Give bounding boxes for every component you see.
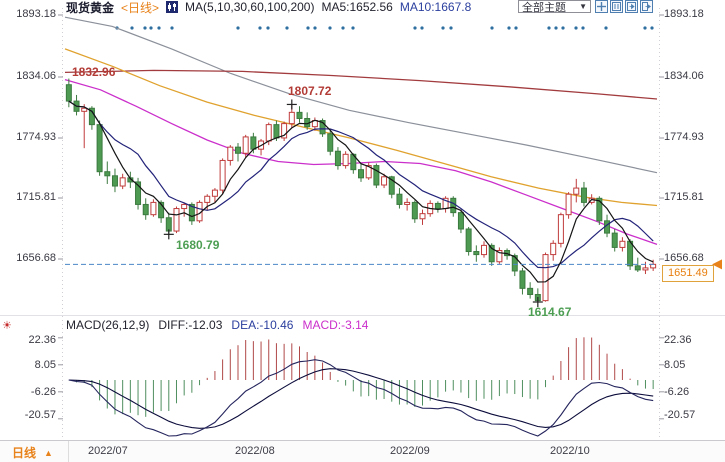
macd-bar-value: MACD:-3.14 — [302, 318, 369, 332]
price-axis-label: 1893.18 — [664, 8, 704, 20]
bottom-bar: 日线 ▲ 2022/07 2022/08 2022/09 2022/10 — [0, 440, 725, 462]
macd-axis-label: -6.26 — [30, 386, 56, 398]
period-tab-daily[interactable]: 日线 ▲ — [12, 444, 53, 461]
period-tab-label: 日线 — [12, 446, 37, 460]
annotation-september-low: 1614.67 — [528, 305, 572, 319]
kline-chart-icon — [166, 1, 179, 13]
macd-axis-label: 8.05 — [34, 359, 56, 371]
chart-toolbar — [595, 0, 653, 13]
annotation-ma-level: 1832.96 — [72, 65, 116, 79]
price-axis-label: 1774.93 — [16, 131, 56, 143]
triangle-up-icon: ▲ — [44, 447, 53, 458]
price-axis-label: 1656.68 — [664, 252, 704, 264]
macd-axis-label: -6.26 — [664, 386, 690, 398]
price-axis-label: 1774.93 — [664, 131, 704, 143]
date-axis-label: 2022/09 — [390, 445, 430, 457]
ma5-value: MA5:1652.56 — [321, 0, 393, 14]
macd-axis-label: -20.57 — [24, 409, 56, 421]
date-axis-label: 2022/10 — [550, 445, 590, 457]
ma-settings-label: MA(5,10,30,60,100,200) — [185, 0, 315, 14]
panel-layout-button[interactable] — [610, 0, 623, 13]
price-axis-label: 1834.06 — [664, 70, 704, 82]
theme-dropdown[interactable]: 全部主题 ▼ — [518, 0, 591, 14]
crosshair-move-button[interactable] — [595, 0, 608, 13]
bottom-bar-divider — [68, 441, 69, 462]
ma10-value: MA10:1667.8 — [399, 0, 472, 14]
macd-dea-value: DEA:-10.46 — [231, 318, 294, 332]
macd-params-label: MACD(26,12,9) — [66, 318, 150, 332]
price-axis-label: 1715.81 — [16, 191, 56, 203]
annotation-peak-price: 1807.72 — [288, 84, 332, 98]
macd-header: MACD(26,12,9) DIFF:-12.03 DEA:-10.46 MAC… — [66, 318, 368, 332]
date-axis-label: 2022/08 — [235, 445, 275, 457]
price-axis-label: 1656.68 — [16, 252, 56, 264]
period-label: <日线> — [121, 0, 160, 15]
annotation-july-low: 1680.79 — [176, 238, 220, 252]
price-axis-label: 1715.81 — [664, 191, 704, 203]
macd-axis-label: 22.36 — [664, 334, 692, 346]
current-price-badge: 1651.49 — [662, 265, 714, 282]
indicator-settings-icon[interactable]: ☀ — [2, 320, 12, 332]
panel-forward-button[interactable] — [625, 0, 638, 13]
export-button[interactable] — [640, 0, 653, 13]
macd-axis-label: -20.57 — [664, 409, 696, 421]
date-axis-label: 2022/07 — [88, 445, 128, 457]
theme-dropdown-label: 全部主题 — [522, 1, 566, 14]
symbol-label: 现货黄金 — [66, 0, 115, 15]
macd-axis-label: 22.36 — [28, 334, 56, 346]
price-axis-label: 1893.18 — [16, 8, 56, 20]
chart-header: 现货黄金 <日线> MA(5,10,30,60,100,200) MA5:165… — [66, 0, 472, 15]
chevron-down-icon: ▼ — [579, 2, 587, 11]
macd-diff-value: DIFF:-12.03 — [158, 318, 223, 332]
macd-axis-label: 8.05 — [664, 359, 686, 371]
price-axis-label: 1834.06 — [16, 70, 56, 82]
